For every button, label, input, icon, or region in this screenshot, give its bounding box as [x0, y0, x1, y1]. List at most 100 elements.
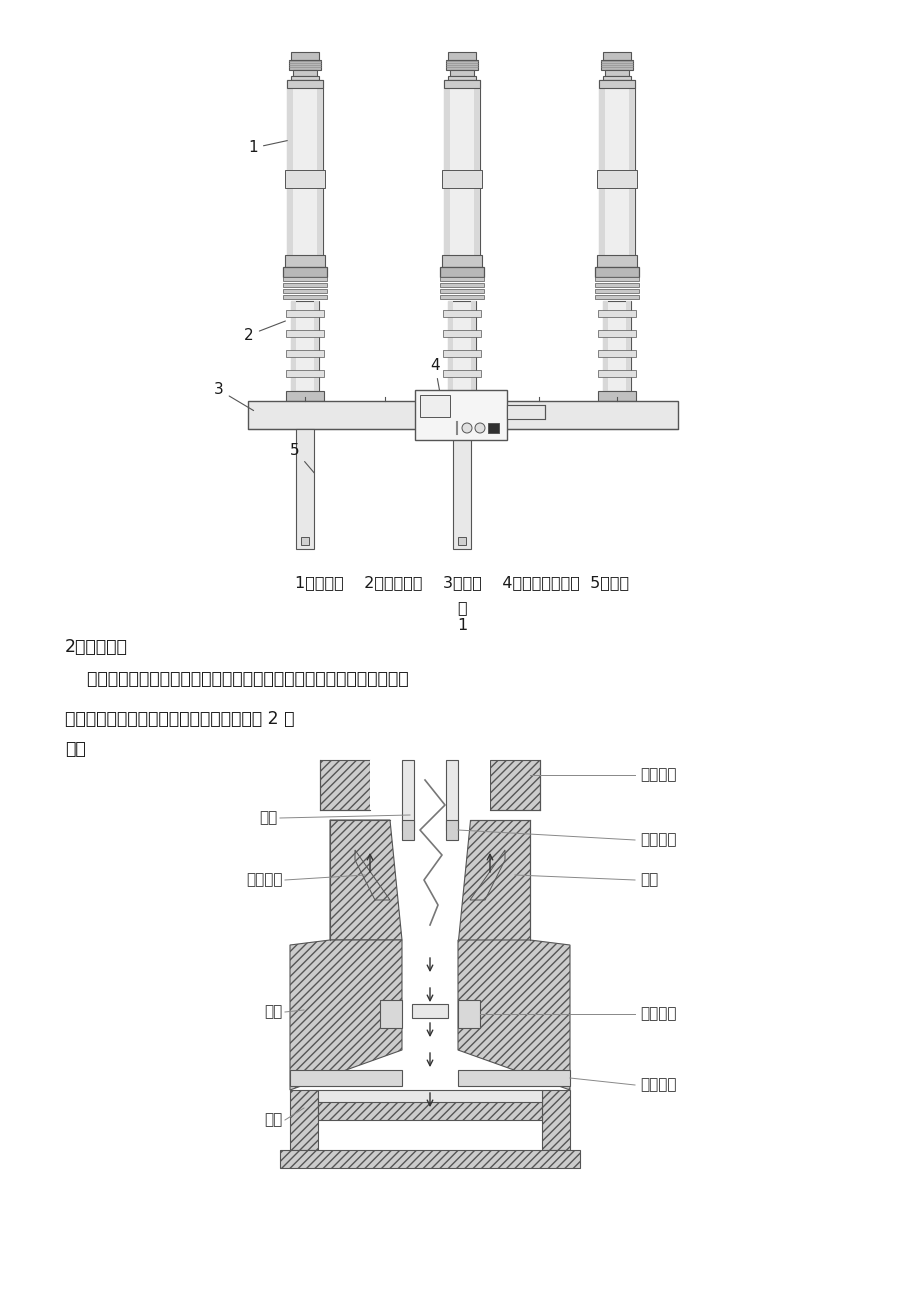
Bar	[602, 301, 607, 392]
Circle shape	[474, 423, 484, 433]
Bar	[420, 396, 449, 418]
Bar	[473, 79, 480, 260]
Bar	[402, 760, 414, 830]
Bar	[448, 75, 475, 79]
Bar	[458, 1069, 570, 1086]
Bar	[283, 277, 326, 281]
Bar	[313, 301, 319, 392]
Bar	[597, 350, 635, 356]
Text: 示：: 示：	[65, 740, 85, 758]
Bar	[471, 301, 475, 392]
Bar	[597, 369, 635, 377]
Bar	[412, 1004, 448, 1017]
Text: 动弧触头: 动弧触头	[246, 873, 283, 887]
Bar	[296, 429, 313, 549]
Bar	[444, 79, 449, 260]
Bar	[458, 760, 490, 820]
Bar	[443, 392, 481, 401]
Bar	[595, 267, 639, 277]
Bar	[602, 301, 630, 392]
Bar	[289, 60, 321, 70]
Bar	[487, 423, 498, 433]
Bar	[597, 310, 635, 317]
Bar	[283, 289, 326, 293]
Polygon shape	[355, 850, 390, 900]
Bar	[318, 1120, 541, 1150]
Bar	[439, 295, 483, 299]
Bar	[290, 301, 296, 392]
Bar	[439, 284, 483, 288]
Text: 2: 2	[244, 321, 285, 342]
Polygon shape	[330, 820, 402, 941]
Bar	[290, 75, 319, 79]
Bar	[452, 429, 471, 549]
Text: 中间触头: 中间触头	[640, 1077, 675, 1093]
Bar	[506, 405, 544, 419]
Bar	[597, 330, 635, 337]
Bar	[541, 1090, 570, 1150]
Bar	[318, 1090, 541, 1102]
Bar	[301, 537, 309, 545]
Bar	[287, 79, 292, 260]
Bar	[448, 52, 475, 60]
Bar	[596, 170, 636, 189]
Text: 动主触头: 动主触头	[640, 1007, 675, 1021]
Text: 2、灭弧原理: 2、灭弧原理	[65, 637, 128, 656]
Circle shape	[461, 423, 471, 433]
Text: 活塞: 活塞	[265, 1112, 283, 1128]
Bar	[292, 70, 317, 75]
Bar	[286, 392, 323, 401]
Text: 图: 图	[457, 600, 466, 615]
Text: 3: 3	[214, 382, 254, 411]
Bar	[283, 295, 326, 299]
Bar	[439, 267, 483, 277]
Bar	[444, 79, 480, 88]
Text: 静主触头: 静主触头	[640, 768, 675, 782]
Polygon shape	[402, 941, 458, 1090]
Text: 气缸: 气缸	[265, 1004, 283, 1020]
Bar	[444, 79, 480, 260]
Bar	[595, 289, 639, 293]
Bar	[439, 289, 483, 293]
Text: 断路器的灭弧室为自能式灭弧结构，断路器分闸时，利用压气缸内的高: 断路器的灭弧室为自能式灭弧结构，断路器分闸时，利用压气缸内的高	[65, 670, 408, 688]
Polygon shape	[390, 820, 470, 941]
Polygon shape	[458, 941, 570, 1090]
Bar	[285, 255, 324, 267]
Bar	[285, 170, 324, 189]
Polygon shape	[320, 760, 369, 811]
Text: 5: 5	[290, 444, 314, 472]
Bar	[283, 284, 326, 288]
Bar	[605, 70, 629, 75]
Bar	[602, 52, 630, 60]
Bar	[286, 350, 323, 356]
Polygon shape	[289, 941, 402, 1090]
Bar	[443, 350, 481, 356]
Bar	[598, 79, 634, 88]
Bar	[448, 301, 452, 392]
Bar	[441, 170, 482, 189]
Bar	[449, 70, 473, 75]
Text: 1: 1	[457, 618, 467, 634]
Bar	[287, 79, 323, 260]
Bar	[458, 1000, 480, 1028]
Bar	[625, 301, 630, 392]
Bar	[286, 330, 323, 337]
Bar	[598, 79, 634, 260]
Bar	[290, 301, 319, 392]
Polygon shape	[458, 820, 529, 941]
Bar	[443, 330, 481, 337]
Bar	[380, 1000, 402, 1028]
Text: 1、灭弧室    2、支柱瓷套    3、框架    4、弹簧操动机构  5、支柱: 1、灭弧室 2、支柱瓷套 3、框架 4、弹簧操动机构 5、支柱	[295, 575, 629, 589]
Text: 压热膨胀气流熄灭电弧，其灭弧室原理如图 2 所: 压热膨胀气流熄灭电弧，其灭弧室原理如图 2 所	[65, 710, 294, 729]
Text: 静弧触头: 静弧触头	[640, 833, 675, 847]
Bar	[439, 277, 483, 281]
Text: 1: 1	[248, 141, 287, 156]
Bar	[414, 390, 506, 440]
Bar	[596, 255, 636, 267]
Bar	[369, 760, 402, 820]
Bar	[443, 369, 481, 377]
Bar	[602, 75, 630, 79]
Bar	[289, 1090, 318, 1150]
Bar	[289, 1069, 402, 1086]
Polygon shape	[470, 850, 505, 900]
